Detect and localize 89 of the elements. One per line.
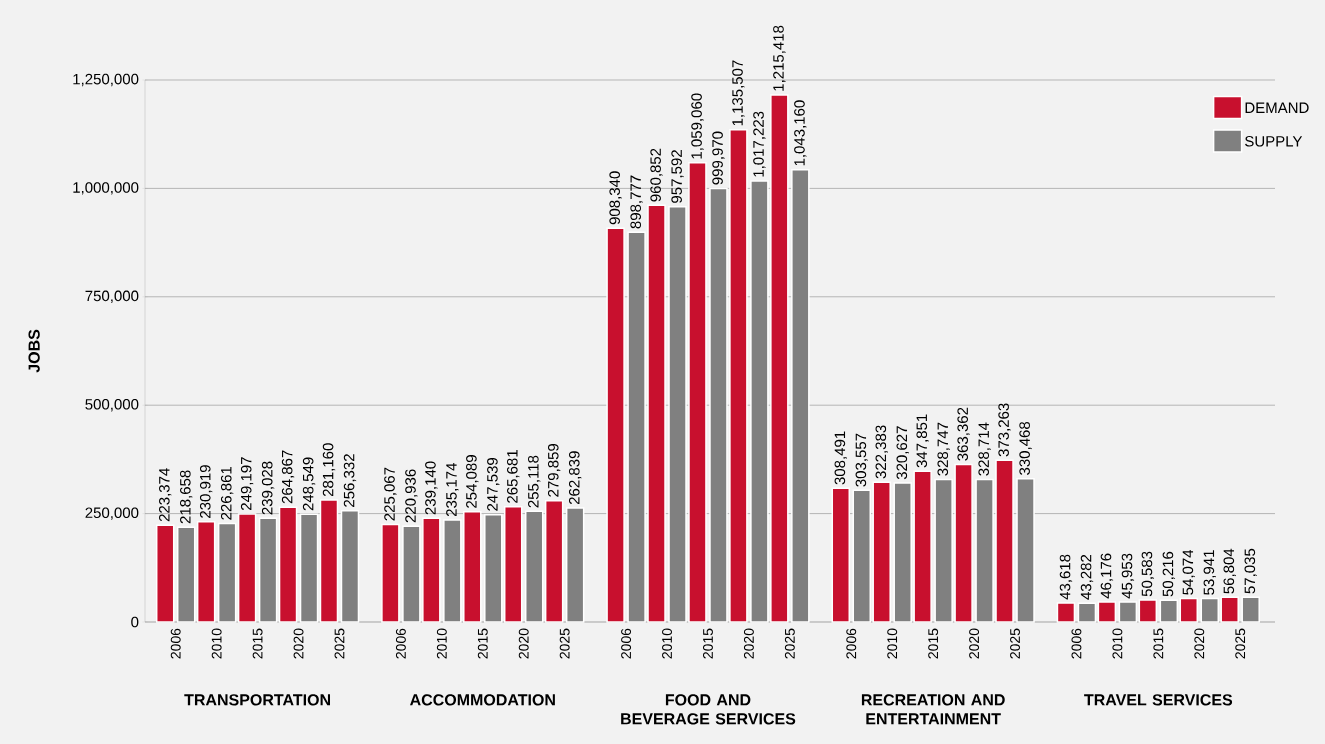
data-label: 50,216 [1162,551,1176,597]
x-tick-label: 2025 [334,628,345,659]
data-label: 54,074 [1182,549,1195,595]
data-label: 218,658 [180,470,193,524]
data-label: 53,941 [1203,550,1216,595]
data-label: 363,362 [957,407,970,461]
data-label: 303,557 [855,433,868,487]
x-tick-label: 2015 [703,628,713,659]
x-tick-label: 2015 [477,628,488,659]
x-tick-label: 2015 [928,628,939,659]
x-tick-label: 2015 [1153,628,1164,659]
text: TRANSPORTATION [184,694,331,706]
data-label: 347,851 [916,414,929,468]
data-label: 960,852 [650,148,663,202]
x-tick-label: 2020 [969,628,980,659]
data-label: 225,067 [384,467,397,521]
data-label: 220,936 [405,469,418,523]
data-label: 320,627 [896,426,909,480]
y-tick-label: 1,250,000 [73,73,139,87]
data-label: 373,263 [998,403,1011,457]
x-tick-label: 2010 [211,628,222,659]
data-label: 57,035 [1244,548,1257,594]
data-label: 265,681 [507,450,520,503]
x-tick-label: 2025 [559,628,570,659]
y-tick-label: 1,000,000 [73,182,139,195]
text: FOOD AND BEVERAGE SERVICES [621,694,796,725]
data-label: 235,174 [446,463,459,517]
data-label: 1,135,507 [732,60,745,126]
data-label: 248,549 [302,457,316,511]
x-tick-label: 2025 [1010,628,1020,659]
data-label: 957,592 [671,150,684,203]
data-label: 43,618 [1059,554,1073,600]
data-label: 223,374 [159,468,172,522]
x-tick-label: 2025 [784,628,795,659]
x-tick-label: 2006 [395,628,406,659]
y-tick-label: 0 [131,616,139,628]
data-label: 279,859 [547,443,561,497]
data-label: 908,340 [609,171,622,225]
data-label: 226,861 [220,466,234,520]
data-label: 255,118 [528,455,541,508]
x-tick-label: 2006 [170,628,181,659]
data-label: 308,491 [834,431,847,485]
x-tick-label: 2010 [1112,628,1123,659]
data-label: 254,089 [466,455,479,508]
legend-label: SUPPLY [1245,136,1303,147]
x-tick-label: 2025 [1235,628,1246,659]
x-tick-label: 2015 [252,628,263,659]
data-label: 256,332 [343,454,357,507]
y-axis-title: JOBS [28,329,40,373]
data-label: 239,140 [425,461,438,515]
x-tick-label: 2006 [621,628,632,659]
data-label: 264,867 [281,450,295,504]
data-label: 999,970 [712,131,725,185]
data-label: 328,747 [937,422,950,476]
data-label: 1,215,418 [773,25,786,91]
data-label: 1,017,223 [753,111,766,177]
y-tick-label: 250,000 [85,507,139,520]
data-label: 247,539 [487,457,500,511]
legend-label: DEMAND [1245,102,1309,113]
text: TRAVEL SERVICES [1084,694,1233,706]
data-label: 46,176 [1100,553,1114,599]
x-tick-label: 2006 [1071,628,1082,659]
data-label: 898,777 [630,175,643,229]
data-label: 45,953 [1121,553,1135,599]
data-label: 56,804 [1223,548,1236,594]
x-tick-label: 2010 [662,628,672,659]
data-label: 50,583 [1141,551,1155,597]
x-tick-label: 2020 [518,628,529,659]
data-label: 43,282 [1080,554,1094,600]
text: RECREATION AND ENTERTAINMENT [861,694,1005,725]
text: ACCOMMODATION [410,694,555,706]
y-tick-label: 750,000 [85,290,139,303]
y-tick-label: 500,000 [85,398,139,412]
data-label: 281,160 [322,443,336,497]
x-tick-label: 2020 [743,628,754,659]
data-label: 330,468 [1019,421,1032,475]
data-label: 262,839 [568,451,582,505]
x-tick-label: 2010 [436,628,447,659]
data-label: 239,028 [261,461,275,515]
data-label: 1,043,160 [794,100,807,166]
x-tick-label: 2010 [887,628,898,659]
x-tick-label: 2020 [1194,628,1205,659]
data-label: 1,059,060 [691,93,704,159]
data-label: 249,197 [240,457,254,510]
x-tick-label: 2020 [293,628,304,659]
x-tick-label: 2006 [846,628,857,659]
data-label: 328,714 [978,422,991,476]
data-label: 322,383 [875,425,888,479]
data-label: 230,919 [199,465,213,518]
